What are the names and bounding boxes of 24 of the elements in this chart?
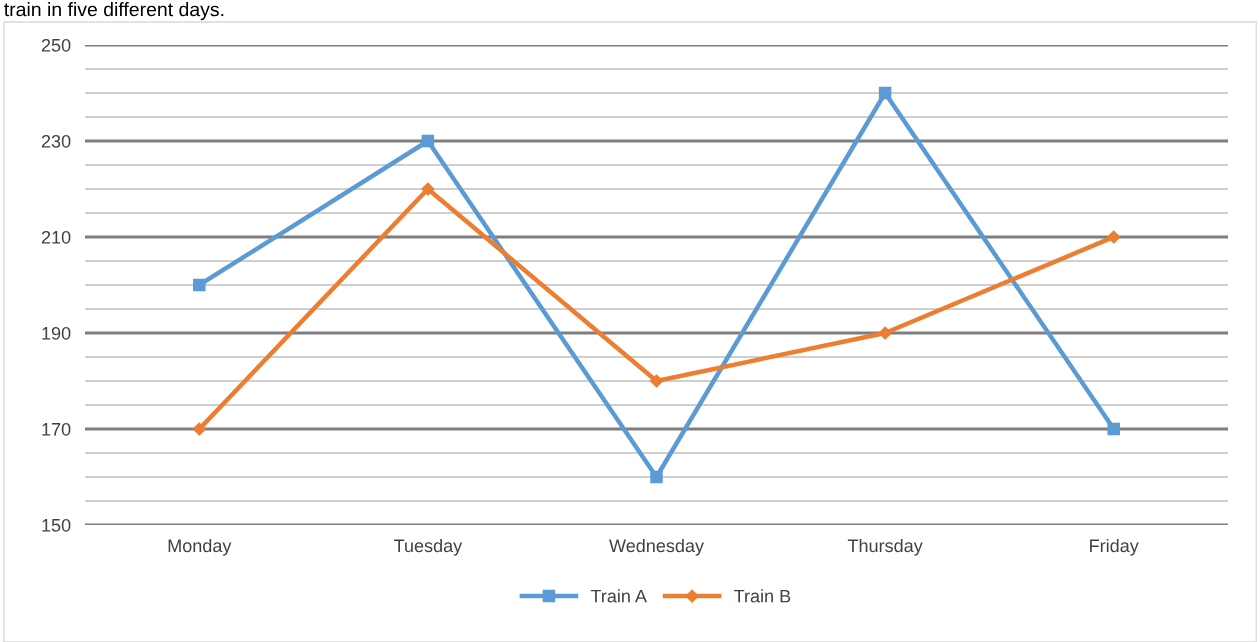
legend-label: Train B — [734, 589, 791, 603]
x-tick-label: Monday — [168, 538, 232, 556]
point — [650, 470, 663, 484]
text: train in five different days. — [4, 2, 224, 21]
point — [878, 326, 892, 340]
point — [878, 86, 892, 100]
y-tick-label: 230 — [41, 134, 71, 148]
x-tick-label: Thursday — [847, 538, 923, 556]
point — [1107, 422, 1120, 436]
point — [1107, 230, 1121, 244]
x-tick-label: Tuesday — [394, 538, 463, 556]
legend-label: Train A — [590, 589, 647, 603]
y-tick-label: 170 — [42, 422, 71, 436]
y-tick-label: 210 — [41, 230, 71, 244]
y-tick-label: 190 — [42, 326, 71, 340]
y-tick-label: 150 — [42, 518, 71, 532]
point — [193, 278, 206, 292]
y-tick-label: 250 — [41, 38, 71, 52]
x-tick-label: Friday — [1090, 538, 1139, 556]
point — [421, 134, 435, 148]
point — [649, 374, 664, 388]
point — [192, 422, 206, 436]
point — [421, 182, 435, 196]
x-tick-label: Wednesday — [609, 538, 704, 556]
